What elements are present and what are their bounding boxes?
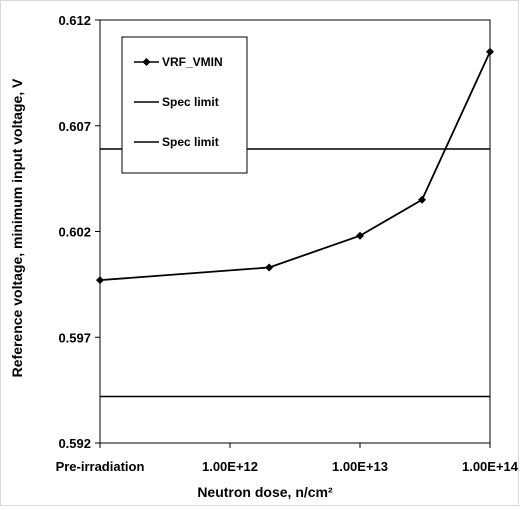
y-axis-title: Reference voltage, minimum input voltage… [9, 78, 25, 377]
legend-label: Spec limit [162, 135, 219, 149]
data-point-marker [96, 276, 104, 285]
legend-label: VRF_VMIN [162, 55, 223, 69]
data-point-marker [418, 195, 427, 204]
y-tick-label: 0.602 [58, 225, 91, 240]
y-tick-label: 0.592 [58, 436, 91, 451]
plot-area: 0.612 0.607 0.602 0.597 0.592 Pre-irradiation… [56, 13, 519, 474]
data-point-marker [265, 263, 274, 272]
data-point-marker [356, 231, 364, 240]
legend-box [121, 36, 248, 174]
x-tick-label: 1.00E+12 [202, 459, 258, 474]
legend-swatch-marker [142, 58, 151, 66]
y-tick-label: 0.612 [58, 13, 91, 28]
x-tick-label: 1.00E+13 [332, 459, 388, 474]
data-point-marker [486, 47, 494, 56]
legend-label: Spec limit [162, 95, 219, 109]
x-tick-label: Pre-irradiation [56, 459, 145, 474]
y-tick-label: 0.597 [58, 330, 91, 345]
x-tick-label: 1.00E+14 [462, 459, 519, 474]
x-axis-title: Neutron dose, n/cm² [197, 484, 333, 500]
y-tick-label: 0.607 [58, 119, 91, 134]
